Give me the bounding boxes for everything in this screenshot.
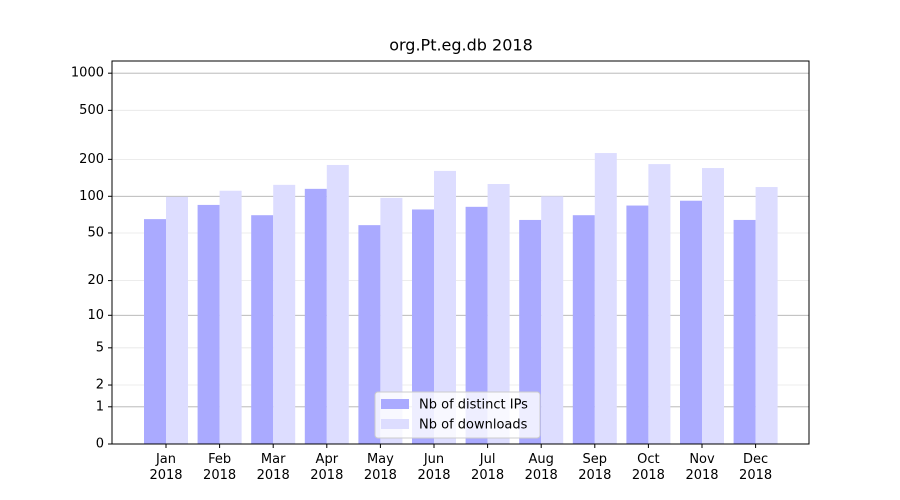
bar: [304, 188, 327, 444]
x-tick-label: May 2018: [363, 452, 397, 483]
legend-swatch: [381, 419, 409, 429]
y-tick-label: 1000: [71, 66, 104, 81]
bar: [680, 200, 702, 444]
x-tick-label: Aug 2018: [524, 452, 558, 483]
y-tick-label: 5: [96, 340, 104, 355]
bar: [465, 206, 488, 444]
x-tick-label: Mar 2018: [256, 452, 290, 483]
bar: [166, 196, 188, 444]
y-tick-label: 20: [87, 273, 104, 288]
bar: [487, 183, 510, 444]
bar: [648, 164, 671, 444]
y-tick-label: 1: [96, 399, 104, 414]
bar: [702, 168, 724, 445]
bar: [626, 205, 649, 444]
plot-frame: [111, 60, 810, 445]
bar: [219, 190, 242, 444]
x-tick-label: Apr 2018: [310, 452, 344, 483]
legend-label: Nb of distinct IPs: [419, 398, 528, 413]
legend-label: Nb of downloads: [419, 418, 528, 433]
legend: Nb of distinct IPs Nb of downloads: [374, 391, 541, 439]
bar: [594, 153, 617, 444]
x-tick-label: Jul 2018: [471, 452, 505, 483]
bar: [380, 197, 403, 444]
bar: [572, 215, 595, 444]
x-tick-label: Oct 2018: [631, 452, 665, 483]
legend-box: [374, 391, 541, 439]
bar: [251, 215, 274, 444]
legend-swatch: [381, 399, 409, 409]
bar: [519, 219, 542, 444]
x-tick-label: Jan 2018: [149, 452, 183, 483]
x-tick-label: Jun 2018: [417, 452, 451, 483]
x-tick-label: Nov 2018: [685, 452, 719, 483]
y-tick-label: 10: [87, 308, 104, 323]
y-tick-label: 200: [79, 152, 104, 167]
bar: [326, 164, 349, 445]
bar: [541, 196, 564, 444]
x-tick-label: Feb 2018: [203, 452, 237, 483]
chart-title: org.Pt.eg.db 2018: [389, 36, 533, 55]
bar: [144, 219, 166, 444]
bar: [273, 184, 296, 444]
bar: [755, 187, 778, 445]
y-tick-label: 0: [96, 437, 104, 452]
bar: [733, 219, 756, 444]
bar: [358, 225, 381, 444]
y-tick-label: 2: [96, 378, 104, 393]
y-tick-label: 500: [79, 103, 104, 118]
bar: [412, 209, 434, 444]
bar: [434, 170, 456, 444]
y-tick-label: 100: [79, 189, 104, 204]
y-tick-label: 50: [87, 225, 104, 240]
x-tick-label: Sep 2018: [578, 452, 612, 483]
bar: [197, 204, 220, 444]
x-tick-label: Dec 2018: [739, 452, 773, 483]
